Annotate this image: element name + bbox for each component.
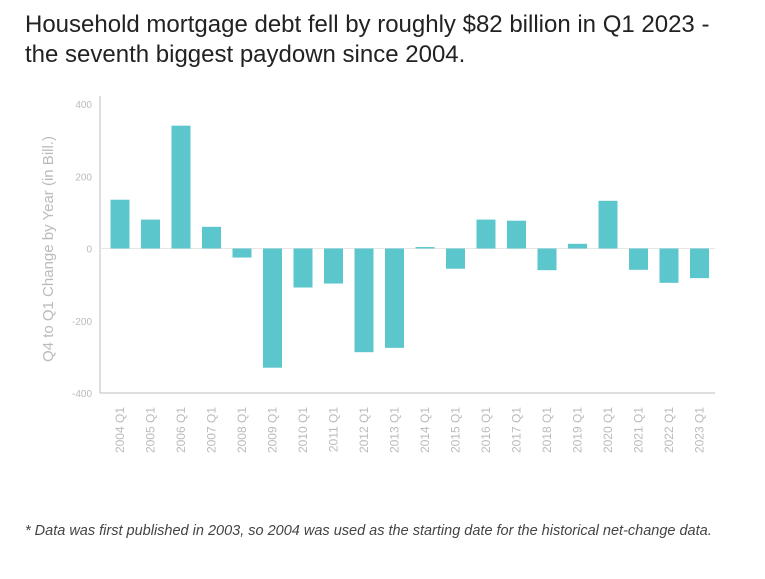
x-tick-label: 2005 Q1 [144, 407, 158, 453]
bar [568, 243, 587, 249]
bar [202, 226, 221, 249]
x-tick-label: 2009 Q1 [266, 407, 280, 453]
x-tick-label: 2007 Q1 [205, 407, 219, 453]
bar [690, 248, 709, 279]
bar [537, 248, 557, 271]
chart-title: Household mortgage debt fell by roughly … [25, 11, 710, 68]
bar [141, 219, 160, 249]
x-tick-label: 2014 Q1 [418, 407, 432, 453]
bar-chart: Q4 to Q1 Change by Year (in Bill.) -400-… [40, 96, 715, 453]
bar [629, 248, 648, 270]
bar [446, 248, 465, 269]
y-tick-label: 0 [86, 245, 92, 256]
bar [385, 248, 404, 348]
y-tick-label: 400 [75, 100, 92, 111]
x-tick-label: 2008 Q1 [235, 407, 249, 453]
x-tick-label: 2020 Q1 [601, 407, 615, 453]
x-tick-label: 2022 Q1 [662, 407, 676, 453]
y-tick-label: -400 [72, 389, 92, 400]
x-tick-label: 2006 Q1 [174, 407, 188, 453]
x-tick-label: 2011 Q1 [327, 407, 341, 452]
x-tick-label: 2010 Q1 [296, 407, 310, 453]
x-tick-label: 2016 Q1 [479, 407, 493, 453]
bar [293, 248, 313, 288]
y-tick-label: -200 [72, 317, 92, 328]
x-tick-label: 2018 Q1 [540, 407, 554, 453]
bar [415, 247, 435, 249]
bar [476, 219, 496, 249]
bar [354, 248, 374, 353]
x-tick-label: 2004 Q1 [113, 407, 127, 453]
bar [110, 199, 130, 249]
bars [100, 125, 715, 368]
y-axis: -400 -200 0 200 400 [72, 96, 101, 400]
x-tick-label: 2012 Q1 [357, 407, 371, 453]
bar [324, 248, 343, 284]
bar [232, 248, 252, 258]
x-tick-label: 2017 Q1 [510, 407, 524, 453]
x-axis: 2004 Q1 2005 Q1 2006 Q1 2007 Q1 2008 Q1 2009 … [100, 392, 715, 453]
y-axis-label: Q4 to Q1 Change by Year (in Bill.) [40, 136, 57, 362]
x-tick-label: 2019 Q1 [571, 407, 585, 453]
footnote: * Data was first published in 2003, so 2… [25, 523, 712, 539]
bar [171, 125, 191, 249]
y-tick-label: 200 [75, 172, 92, 183]
bar [598, 200, 618, 249]
x-tick-label: 2021 Q1 [632, 407, 646, 453]
bar [659, 248, 679, 283]
x-tick-label: 2013 Q1 [388, 407, 402, 453]
bar [263, 248, 282, 368]
x-tick-label: 2015 Q1 [449, 407, 463, 453]
bar [507, 220, 526, 249]
x-tick-label: 2023 Q1 [693, 407, 707, 453]
